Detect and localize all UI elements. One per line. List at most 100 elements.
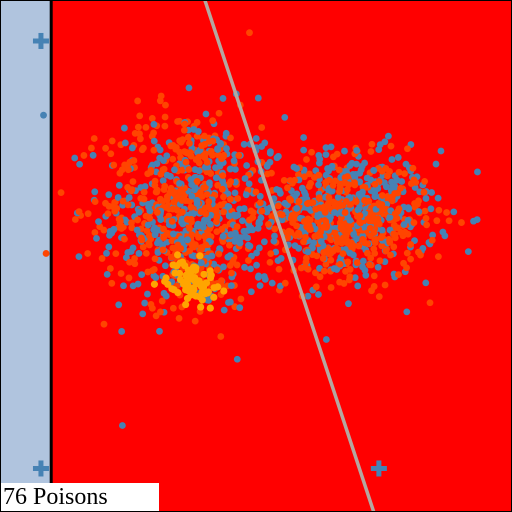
blue-point bbox=[253, 261, 260, 269]
blue-point bbox=[402, 160, 410, 168]
blue-point bbox=[268, 279, 276, 287]
blue-point bbox=[217, 140, 225, 148]
blue-point bbox=[138, 271, 146, 279]
orange-point bbox=[353, 259, 361, 266]
blue-point bbox=[322, 336, 330, 343]
blue-point bbox=[193, 222, 201, 230]
blue-point bbox=[256, 192, 264, 200]
blue-point bbox=[271, 232, 278, 240]
orange-point bbox=[384, 172, 391, 180]
blue-point bbox=[105, 191, 113, 199]
orange-point bbox=[91, 229, 99, 236]
blue-point bbox=[150, 120, 158, 128]
orange-point bbox=[118, 166, 126, 174]
orange-point bbox=[145, 232, 153, 239]
orange-point bbox=[209, 137, 217, 145]
blue-point bbox=[105, 243, 113, 251]
blue-point bbox=[128, 144, 136, 152]
blue-point bbox=[188, 192, 196, 200]
blue-point bbox=[382, 183, 390, 191]
orange-point bbox=[100, 320, 108, 328]
orange-point bbox=[422, 214, 430, 222]
blue-point bbox=[89, 151, 97, 159]
orange-point bbox=[124, 166, 132, 174]
orange-point bbox=[325, 194, 333, 201]
orange-point bbox=[341, 209, 349, 216]
blue-point bbox=[163, 152, 171, 160]
blue-point bbox=[330, 265, 338, 272]
blue-point bbox=[144, 221, 152, 229]
orange-point bbox=[338, 220, 345, 227]
blue-point bbox=[434, 194, 442, 202]
poison-point bbox=[182, 286, 190, 294]
orange-point bbox=[412, 178, 420, 186]
blue-point bbox=[363, 174, 371, 182]
orange-point bbox=[280, 177, 288, 184]
orange-point bbox=[182, 158, 190, 166]
orange-point bbox=[271, 225, 279, 233]
orange-point bbox=[434, 253, 442, 261]
poison-point bbox=[150, 280, 159, 288]
orange-point bbox=[284, 184, 291, 192]
orange-point bbox=[375, 293, 383, 301]
orange-point bbox=[345, 223, 353, 231]
poison-point bbox=[174, 288, 182, 297]
orange-point bbox=[368, 217, 376, 225]
blue-point bbox=[255, 220, 263, 227]
blue-point bbox=[371, 189, 379, 197]
blue-point bbox=[276, 189, 284, 197]
orange-point bbox=[106, 265, 114, 272]
blue-point bbox=[422, 279, 430, 287]
blue-point bbox=[121, 139, 129, 147]
blue-point bbox=[322, 144, 330, 152]
orange-point bbox=[140, 195, 148, 203]
poison-point bbox=[181, 262, 189, 270]
orange-point bbox=[102, 144, 109, 152]
orange-point bbox=[275, 265, 283, 273]
blue-point bbox=[206, 179, 213, 187]
blue-point bbox=[334, 193, 342, 201]
blue-point bbox=[300, 134, 308, 141]
blue-point bbox=[144, 290, 151, 298]
blue-point bbox=[316, 155, 324, 163]
orange-point bbox=[217, 333, 225, 340]
orange-point bbox=[401, 170, 408, 178]
blue-point bbox=[219, 232, 227, 240]
orange-point bbox=[335, 188, 343, 196]
orange-point bbox=[108, 137, 116, 145]
blue-point bbox=[159, 177, 167, 185]
orange-point bbox=[386, 237, 393, 244]
blue-point bbox=[197, 259, 205, 267]
blue-point bbox=[160, 289, 168, 297]
blue-point bbox=[361, 159, 369, 167]
orange-point bbox=[344, 173, 351, 180]
blue-point bbox=[273, 154, 281, 162]
orange-point bbox=[404, 145, 411, 153]
orange-point bbox=[342, 267, 349, 275]
blue-point bbox=[374, 263, 382, 271]
orange-point bbox=[98, 255, 106, 262]
orange-point bbox=[324, 201, 332, 209]
orange-point bbox=[395, 168, 403, 176]
blue-point bbox=[224, 253, 232, 261]
orange-point bbox=[336, 260, 344, 268]
orange-point bbox=[378, 167, 386, 175]
orange-point bbox=[417, 251, 424, 259]
orange-point bbox=[346, 273, 354, 281]
orange-point bbox=[266, 258, 274, 266]
blue-point bbox=[236, 205, 243, 213]
orange-point bbox=[302, 233, 309, 241]
orange-point bbox=[181, 120, 189, 128]
orange-point bbox=[102, 199, 109, 207]
orange-point bbox=[245, 257, 252, 264]
orange-point bbox=[287, 228, 295, 236]
blue-point bbox=[245, 180, 253, 188]
poison-point bbox=[200, 270, 208, 278]
orange-point bbox=[378, 192, 386, 199]
orange-point bbox=[134, 97, 142, 105]
poison-point bbox=[174, 251, 182, 259]
blue-point bbox=[167, 172, 174, 180]
orange-point bbox=[292, 232, 300, 240]
orange-point bbox=[229, 258, 237, 266]
blue-point bbox=[169, 230, 177, 238]
